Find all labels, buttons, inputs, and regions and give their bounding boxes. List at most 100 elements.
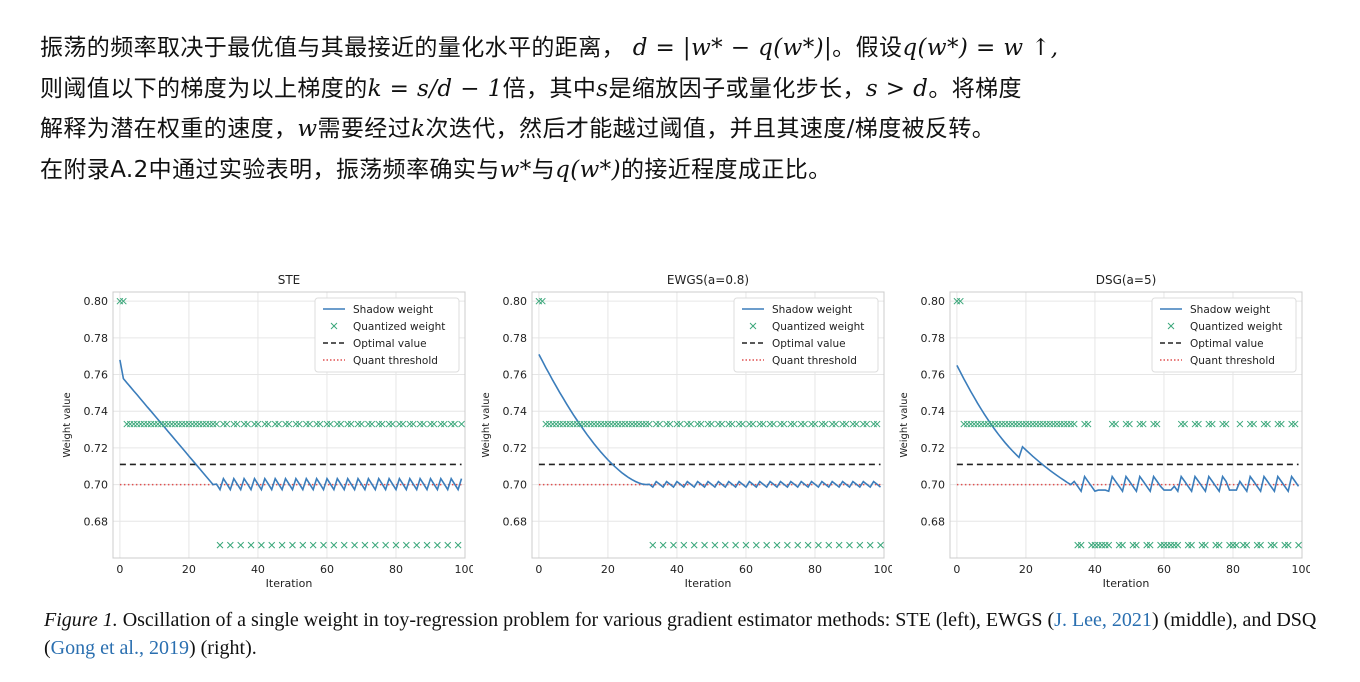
quantized-weight-marker <box>1053 420 1061 428</box>
legend-label: Quant threshold <box>1190 355 1275 367</box>
quantized-weight-marker <box>714 420 722 428</box>
quantized-weight-marker <box>666 420 674 428</box>
quantized-weight-marker <box>832 420 840 428</box>
quantized-weight-marker <box>1205 420 1213 428</box>
quantized-weight-marker <box>1132 541 1140 549</box>
quantized-weight-marker <box>154 420 162 428</box>
quantized-weight-marker <box>877 541 884 549</box>
quantized-weight-marker <box>1126 420 1133 428</box>
y-tick-label: 0.74 <box>84 405 109 418</box>
x-tick-label: 20 <box>182 563 196 576</box>
marker-stroke <box>1202 541 1209 549</box>
quantized-weight-marker <box>1174 541 1182 549</box>
quantized-weight-marker <box>157 420 165 428</box>
quantized-weight-marker <box>1039 420 1047 428</box>
quantized-weight-marker <box>1005 420 1013 428</box>
quantized-weight-marker <box>344 420 352 428</box>
legend-box <box>733 297 879 373</box>
quantized-weight-marker <box>396 420 403 428</box>
body-paragraph: 振荡的频率取决于最优值与其最接近的量化水平的距离， d = |w* − q(w*… <box>40 28 1330 190</box>
quantized-weight-marker <box>406 420 414 428</box>
marker-stroke <box>223 420 231 428</box>
quantized-weight-marker <box>313 420 320 428</box>
quantized-weight-marker <box>690 541 698 549</box>
math-qwstar: q(w*) <box>555 156 621 183</box>
quantized-weight-marker <box>849 420 857 428</box>
citation-link[interactable]: J. Lee, 2021 <box>1054 609 1152 631</box>
quantized-weight-marker <box>873 420 881 428</box>
quantized-weight-marker <box>430 420 438 428</box>
marker-stroke <box>742 541 750 549</box>
quantized-weight-marker <box>258 541 265 549</box>
marker-stroke <box>659 541 667 549</box>
quantized-weight-marker <box>1122 420 1130 428</box>
quantized-weight-marker <box>956 297 964 305</box>
marker-stroke <box>1233 541 1240 549</box>
quantized-weight-marker <box>361 541 369 549</box>
quantized-weight-marker <box>1212 541 1220 549</box>
marker-stroke <box>233 420 241 428</box>
quantized-weight-marker <box>151 420 158 428</box>
quantized-weight-marker <box>1167 541 1175 549</box>
quantized-weight-marker <box>1281 541 1289 549</box>
marker-stroke <box>358 420 365 428</box>
quantized-weight-marker <box>1057 420 1064 428</box>
marker-stroke <box>1188 541 1195 549</box>
marker-stroke <box>213 420 220 428</box>
marker-stroke <box>378 420 386 428</box>
math-q: q(w*) = w ↑, <box>902 35 1059 61</box>
marker-stroke <box>258 541 265 549</box>
quantized-weight-marker <box>856 541 864 549</box>
marker-stroke <box>866 541 874 549</box>
quantized-weight-marker <box>254 420 262 428</box>
para-text: 需要经过 <box>317 116 412 142</box>
marker-stroke <box>1243 541 1251 549</box>
y-axis-label: Weight value <box>62 392 73 457</box>
quantized-weight-marker <box>182 420 189 428</box>
quantized-weight-marker <box>285 420 293 428</box>
marker-stroke <box>268 541 276 549</box>
quantized-weight-marker <box>590 420 598 428</box>
quantized-weight-marker <box>454 541 462 549</box>
quantized-weight-marker <box>1222 420 1230 428</box>
shadow-weight-line <box>956 365 1300 494</box>
marker-stroke <box>1105 541 1113 549</box>
x-tick-label: 100 <box>455 563 474 576</box>
marker-stroke <box>701 541 708 549</box>
quantized-weight-marker <box>133 420 141 428</box>
quantized-weight-marker <box>216 541 224 549</box>
legend-label: Shadow weight <box>772 304 852 316</box>
quantized-weight-marker <box>1195 420 1202 428</box>
x-tick-label: 60 <box>320 563 334 576</box>
y-tick-label: 0.74 <box>503 405 528 418</box>
quantized-weight-marker <box>708 420 715 428</box>
quantized-weight-marker <box>416 420 424 428</box>
quantized-weight-marker <box>759 420 767 428</box>
quantized-weight-marker <box>1233 541 1240 549</box>
quantized-weight-marker <box>642 420 650 428</box>
legend-box <box>314 297 460 373</box>
quantized-weight-marker <box>866 541 874 549</box>
quantized-weight-marker <box>756 420 764 428</box>
figure-label: Figure 1. <box>44 609 118 631</box>
quantized-weight-marker <box>704 420 712 428</box>
marker-stroke <box>680 541 688 549</box>
marker-stroke <box>382 541 389 549</box>
quantized-weight-marker <box>1101 541 1109 549</box>
citation-link[interactable]: Gong et al., 2019 <box>50 637 189 659</box>
quantized-weight-marker <box>797 420 805 428</box>
quantized-weight-marker <box>614 420 622 428</box>
x-axis-label: Iteration <box>685 577 732 590</box>
quantized-weight-marker <box>718 420 726 428</box>
marker-stroke <box>347 420 355 428</box>
x-tick-label: 40 <box>1088 563 1102 576</box>
marker-stroke <box>763 541 771 549</box>
quantized-weight-marker <box>1036 420 1044 428</box>
quantized-weight-marker <box>538 297 546 305</box>
para-text: 振荡的频率取决于最优值与其最接近的量化水平的距离， <box>40 35 625 61</box>
math-k2: k <box>411 116 426 142</box>
marker-stroke <box>770 420 777 428</box>
quantized-weight-marker <box>994 420 1002 428</box>
quantized-weight-marker <box>358 420 365 428</box>
marker-stroke <box>538 297 546 305</box>
